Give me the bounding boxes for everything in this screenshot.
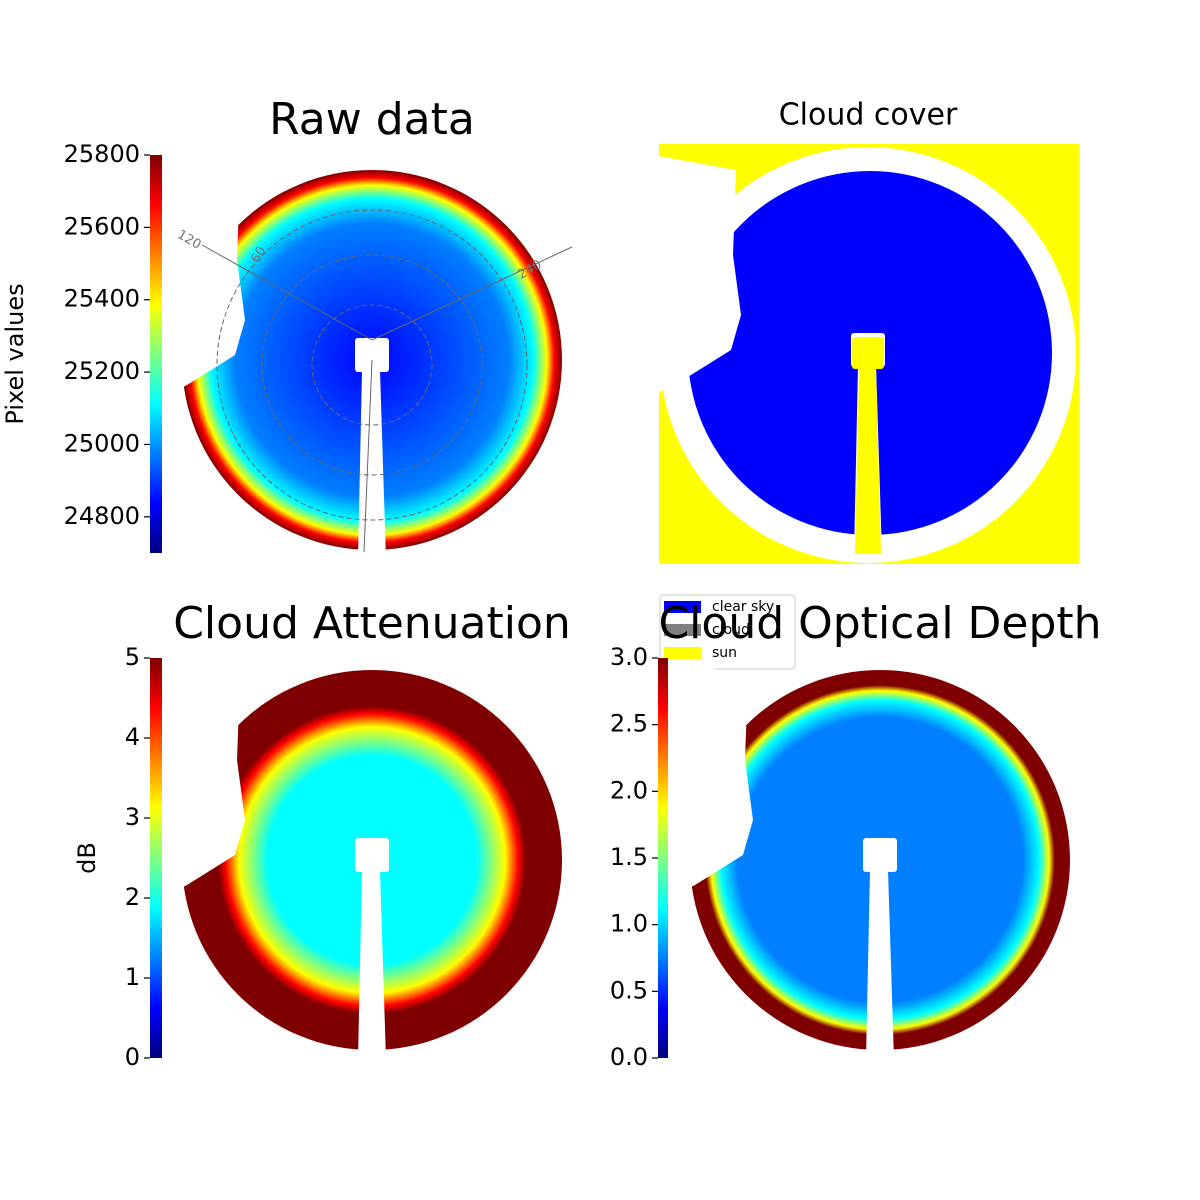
colorbar-tick-label: 25800 bbox=[64, 140, 140, 168]
obstruction bbox=[665, 660, 753, 900]
polar-label: 60 bbox=[248, 244, 269, 266]
colorbar-tick-label: 0.0 bbox=[610, 1043, 648, 1071]
grid-circle bbox=[311, 304, 433, 426]
camera-arm bbox=[355, 338, 389, 372]
colorbar bbox=[150, 658, 162, 1058]
arm-shadow bbox=[358, 370, 386, 560]
grid-ray bbox=[363, 359, 373, 553]
colorbar-label: dB bbox=[73, 842, 101, 874]
colorbar-tick-label: 3 bbox=[125, 803, 140, 831]
obstruction bbox=[653, 155, 741, 395]
colorbar bbox=[658, 658, 668, 1058]
colorbar-tick-label: 1 bbox=[125, 963, 140, 991]
arm-shadow bbox=[866, 870, 894, 1060]
obstruction bbox=[157, 160, 245, 400]
grid-circle bbox=[261, 254, 483, 476]
legend-label: cloud bbox=[712, 622, 750, 638]
grid-circle bbox=[216, 209, 528, 521]
colorbar-tick-label: 3.0 bbox=[610, 643, 648, 671]
grid-ray bbox=[371, 246, 573, 341]
panel-title: Cloud Attenuation bbox=[173, 598, 571, 649]
colorbar-tick-label: 0.5 bbox=[610, 976, 648, 1004]
colorbar-tick-label: 25600 bbox=[64, 212, 140, 240]
polar-grid bbox=[201, 209, 573, 553]
colorbar-tick-label: 25000 bbox=[64, 429, 140, 457]
colorbar-tick-label: 5 bbox=[125, 643, 140, 671]
arm-shadow bbox=[358, 870, 386, 1060]
grid-ray bbox=[201, 244, 373, 341]
cover-sun-strip bbox=[855, 369, 881, 554]
legend-swatch bbox=[664, 647, 701, 659]
colorbar-tick-label: 24800 bbox=[64, 502, 140, 530]
legend-label: sun bbox=[712, 645, 737, 661]
colorbar-tick-label: 0 bbox=[125, 1043, 140, 1071]
colorbar-tick-label: 1.0 bbox=[610, 910, 648, 938]
colorbar-tick-label: 2.5 bbox=[610, 710, 648, 738]
panel-title: Cloud cover bbox=[779, 98, 958, 133]
panel-title: Cloud Optical Depth bbox=[658, 598, 1101, 649]
legend-swatch bbox=[664, 624, 701, 636]
obstruction bbox=[157, 660, 245, 900]
camera-arm bbox=[355, 838, 389, 872]
legend-swatch bbox=[664, 601, 701, 613]
camera-arm bbox=[863, 838, 897, 872]
colorbar-tick-label: 2.0 bbox=[610, 776, 648, 804]
cover-sun-arm bbox=[852, 337, 884, 369]
colorbar-tick-label: 4 bbox=[125, 723, 140, 751]
colorbar-tick-label: 2 bbox=[125, 883, 140, 911]
legend-label: clear sky bbox=[712, 599, 774, 615]
colorbar-tick-label: 25200 bbox=[64, 357, 140, 385]
colorbar-label: Pixel values bbox=[1, 283, 29, 424]
colorbar-tick-label: 25400 bbox=[64, 285, 140, 313]
colorbar bbox=[150, 155, 162, 553]
panel-title: Raw data bbox=[269, 94, 475, 145]
colorbar-tick-label: 1.5 bbox=[610, 843, 648, 871]
